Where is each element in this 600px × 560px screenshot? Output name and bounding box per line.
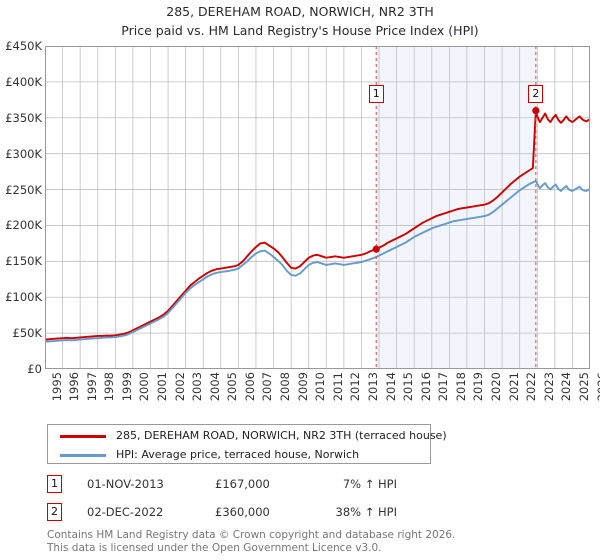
sale-hpi-delta: 7% ↑ HPI <box>342 477 397 491</box>
y-axis-tick-label: £400K <box>5 74 42 89</box>
plot-border <box>45 46 590 369</box>
x-axis-tick-label: 1999 <box>119 372 134 402</box>
x-axis-tick-label: 2015 <box>401 372 416 402</box>
x-axis-tick-label: 2007 <box>260 372 275 402</box>
x-axis-tick-label: 2012 <box>348 372 363 402</box>
chart-legend: 285, DEREHAM ROAD, NORWICH, NR2 3TH (ter… <box>47 424 447 465</box>
y-axis-tick-label: £50K <box>12 326 43 341</box>
x-axis-tick-label: 2006 <box>242 372 257 402</box>
sale-price: £167,000 <box>215 477 270 491</box>
x-axis-tick-label: 2014 <box>383 372 398 402</box>
sale-price: £360,000 <box>215 505 270 519</box>
x-axis-tick-label: 2019 <box>471 372 486 402</box>
title-line-1: 285, DEREHAM ROAD, NORWICH, NR2 3TH <box>166 4 434 19</box>
series-line-hpi <box>45 179 590 343</box>
footer-attribution: Contains HM Land Registry data © Crown c… <box>47 529 567 554</box>
x-axis-tick-label: 2026 <box>594 372 600 402</box>
y-axis-tick-label: £0 <box>27 362 42 376</box>
x-axis-tick-label: 1996 <box>67 372 82 402</box>
x-axis-tick-label: 2022 <box>524 372 539 402</box>
highlight-band <box>376 46 536 369</box>
x-axis-tick-label: 2011 <box>330 372 345 402</box>
x-axis-tick-label: 1997 <box>84 372 99 402</box>
legend-label: HPI: Average price, terraced house, Norw… <box>116 448 360 461</box>
chart-marker-badge-1[interactable]: 1 <box>368 85 384 103</box>
y-axis-tick-label: £100K <box>5 290 42 305</box>
chart-marker-badge-2[interactable]: 2 <box>528 85 544 103</box>
x-axis-tick-label: 2000 <box>137 372 152 402</box>
x-axis-tick-label: 2002 <box>172 372 187 402</box>
sales-table: 1 01-NOV-2013 £167,000 7% ↑ HPI 2 02-DEC-2022… <box>47 472 447 526</box>
x-axis-labels: 1995 1996 1997 1998 1999 2000 2001 2002 2003 2004… <box>45 372 600 418</box>
x-axis-tick-label: 2017 <box>436 372 451 402</box>
x-axis-tick-label: 2021 <box>506 372 521 402</box>
sale-index-badge: 1 <box>47 475 62 493</box>
sale-date: 01-NOV-2013 <box>87 477 164 491</box>
y-axis-tick-label: £450K <box>5 39 42 53</box>
sale-point-marker[interactable] <box>372 245 380 253</box>
x-axis-tick-label: 2023 <box>541 372 556 402</box>
y-axis-tick-label: £300K <box>5 146 42 161</box>
y-axis-tick-label: £250K <box>5 182 42 197</box>
x-axis-tick-label: 2016 <box>418 372 433 402</box>
x-axis-tick-label: 1998 <box>102 372 117 402</box>
y-axis-tick-label: £200K <box>5 218 42 233</box>
chart-svg <box>45 46 590 369</box>
legend-item: HPI: Average price, terraced house, Norw… <box>48 445 430 465</box>
legend-item: 285, DEREHAM ROAD, NORWICH, NR2 3TH (ter… <box>48 426 447 446</box>
x-axis-tick-label: 2010 <box>313 372 328 402</box>
footer-line-2: This data is licensed under the Open Gov… <box>47 541 382 554</box>
series-line-price-paid <box>45 109 590 341</box>
y-axis-tick-label: £350K <box>5 110 42 125</box>
x-axis-tick-label: 1995 <box>49 372 64 402</box>
page-title: 285, DEREHAM ROAD, NORWICH, NR2 3TH Pric… <box>0 2 600 40</box>
y-axis-labels: £0 £50K £100K £150K £200K £250K £300K £350K £400… <box>0 39 43 376</box>
legend-label: 285, DEREHAM ROAD, NORWICH, NR2 3TH (ter… <box>116 429 447 442</box>
y-axis-tick-label: £150K <box>5 254 42 269</box>
x-axis-tick-label: 2020 <box>489 372 504 402</box>
footer-line-1: Contains HM Land Registry data © Crown c… <box>47 529 456 541</box>
x-axis-tick-label: 2005 <box>225 372 240 402</box>
x-axis-tick-label: 2025 <box>576 372 591 402</box>
x-axis-tick-label: 2004 <box>207 372 222 402</box>
x-axis-tick-label: 2009 <box>295 372 310 402</box>
x-axis-tick-label: 2008 <box>278 372 293 402</box>
sale-index-badge: 2 <box>47 503 62 521</box>
legend-color-swatch <box>60 454 106 457</box>
sale-point-marker[interactable] <box>532 107 540 115</box>
x-axis-tick-label: 2018 <box>453 372 468 402</box>
sale-record-row: 2 02-DEC-2022 £360,000 38% ↑ HPI <box>47 500 447 527</box>
x-axis-tick-label: 2013 <box>365 372 380 402</box>
sale-record-row: 1 01-NOV-2013 £167,000 7% ↑ HPI <box>47 472 447 499</box>
x-axis-tick-label: 2003 <box>190 372 205 402</box>
x-axis-tick-label: 2024 <box>559 372 574 402</box>
legend-color-swatch <box>60 435 106 438</box>
title-line-2: Price paid vs. HM Land Registry's House … <box>121 23 479 38</box>
sale-hpi-delta: 38% ↑ HPI <box>335 505 397 519</box>
x-axis-tick-label: 2001 <box>154 372 169 402</box>
sale-date: 02-DEC-2022 <box>87 505 164 519</box>
